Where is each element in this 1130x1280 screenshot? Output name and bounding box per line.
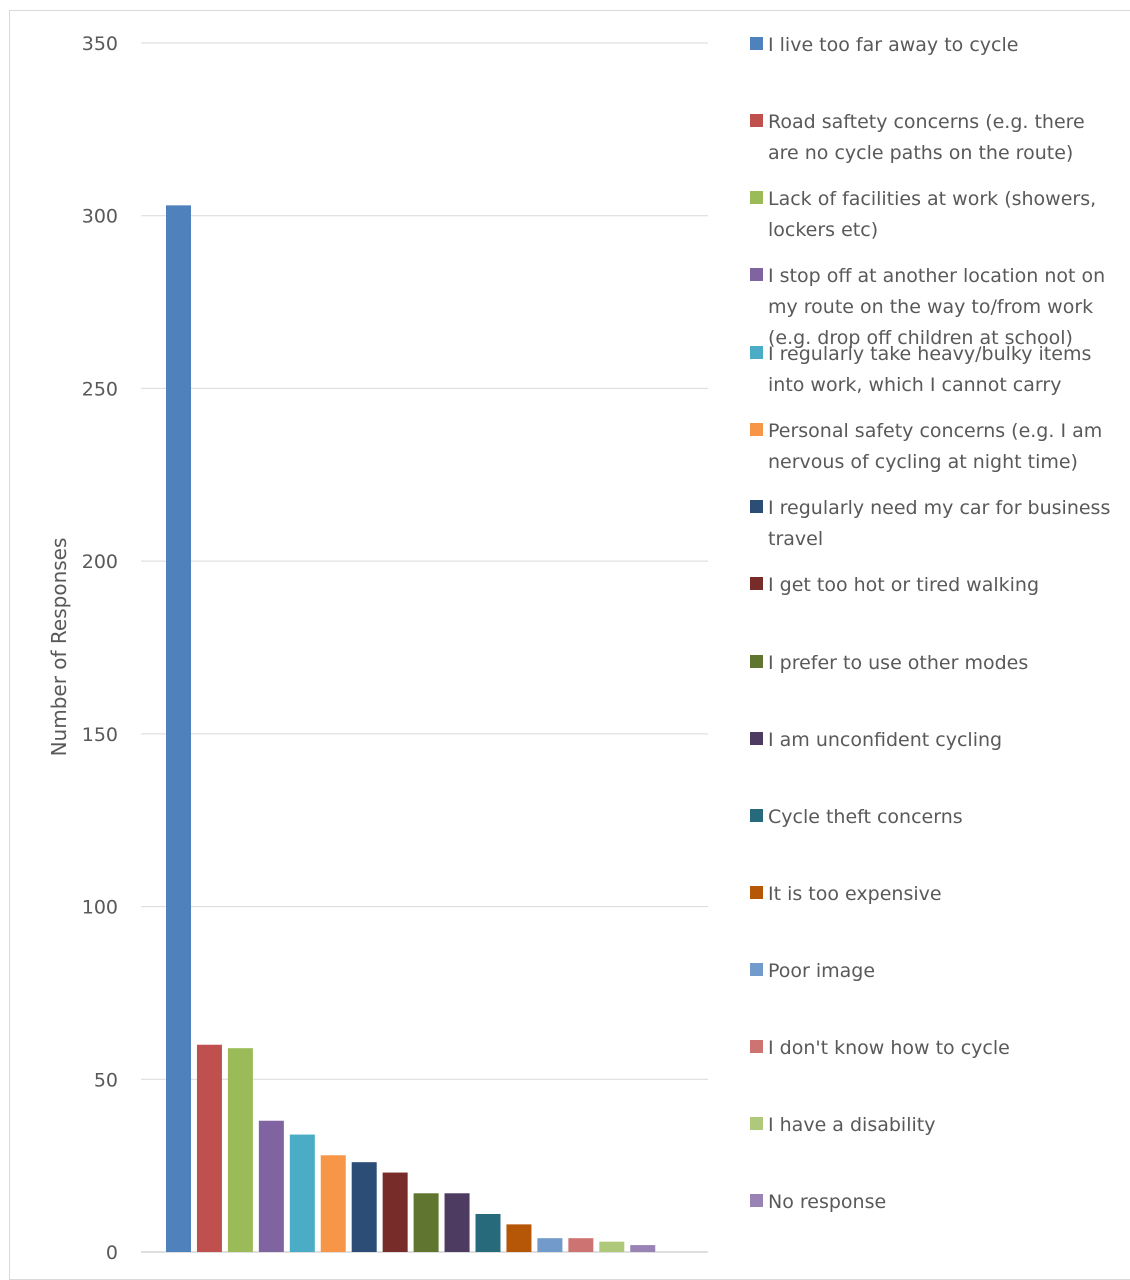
legend-label: I get too hot or tired walking (768, 574, 1040, 596)
y-tick-label: 200 (82, 551, 118, 573)
y-tick-label: 150 (82, 724, 118, 746)
legend-swatch (750, 191, 763, 204)
legend-label: I prefer to use other modes (768, 652, 1029, 674)
y-tick-label: 300 (82, 206, 118, 228)
legend-swatch (750, 577, 763, 590)
legend-item: I live too far away to cycle (748, 30, 1118, 61)
legend-label: Cycle theft concerns (768, 806, 963, 828)
legend-swatch (750, 423, 763, 436)
legend-swatch (750, 1194, 763, 1207)
y-tick-label: 100 (82, 897, 118, 919)
legend-item: I get too hot or tired walking (748, 570, 1118, 601)
legend-item: I am unconfident cycling (748, 725, 1118, 756)
legend-swatch (750, 114, 763, 127)
bar-15 (599, 1241, 625, 1252)
legend: I live too far away to cycle Road saftety… (748, 0, 1128, 1273)
legend-item: I stop off at another location not on my… (748, 261, 1118, 354)
legend-swatch (750, 1117, 763, 1130)
y-tick-label: 250 (82, 378, 118, 400)
legend-item: I regularly need my car for business tra… (748, 493, 1118, 555)
bar-16 (630, 1245, 656, 1252)
y-axis-label: Number of Responses (47, 538, 71, 757)
legend-swatch (750, 886, 763, 899)
legend-swatch (750, 37, 763, 50)
legend-item: No response (748, 1187, 1118, 1218)
legend-swatch (750, 655, 763, 668)
legend-label: I regularly take heavy/bulky items into … (768, 343, 1092, 396)
gridlines (141, 42, 708, 1253)
bar-2 (196, 1044, 222, 1252)
legend-item: It is too expensive (748, 879, 1118, 910)
legend-label: Poor image (768, 960, 876, 982)
legend-item: Cycle theft concerns (748, 802, 1118, 833)
bar-1 (166, 205, 191, 1253)
chart-frame (9, 10, 1130, 1280)
legend-label: Lack of facilities at work (showers, loc… (768, 188, 1097, 241)
bars (166, 205, 656, 1253)
legend-swatch (750, 963, 763, 976)
y-tick-label: 50 (94, 1069, 118, 1091)
legend-label: Personal safety concerns (e.g. I am nerv… (768, 420, 1103, 473)
legend-swatch (750, 732, 763, 745)
bar-12 (506, 1224, 532, 1252)
y-axis-ticks: 0 50 100 150 200 250 300 350 (82, 33, 118, 1264)
bar-3 (227, 1048, 253, 1252)
legend-label: I live too far away to cycle (768, 34, 1019, 56)
bar-10 (444, 1193, 470, 1252)
legend-label: I regularly need my car for business tra… (768, 497, 1111, 550)
legend-item: I have a disability (748, 1110, 1118, 1141)
legend-swatch (750, 500, 763, 513)
bar-4 (258, 1120, 284, 1252)
legend-label: I don't know how to cycle (768, 1037, 1010, 1059)
legend-label: Road saftety concerns (e.g. there are no… (768, 111, 1085, 164)
legend-label: No response (768, 1191, 887, 1213)
legend-item: Personal safety concerns (e.g. I am nerv… (748, 416, 1118, 478)
bar-13 (537, 1238, 563, 1252)
legend-item: Road saftety concerns (e.g. there are no… (748, 107, 1118, 169)
legend-label: It is too expensive (768, 883, 942, 905)
bar-9 (413, 1193, 439, 1252)
legend-item: Lack of facilities at work (showers, loc… (748, 184, 1118, 246)
legend-item: I regularly take heavy/bulky items into … (748, 339, 1118, 401)
legend-swatch (750, 346, 763, 359)
legend-label: I have a disability (768, 1114, 936, 1136)
legend-label: I am unconfident cycling (768, 729, 1003, 751)
y-tick-label: 0 (106, 1242, 118, 1264)
legend-swatch (750, 268, 763, 281)
bar-7 (351, 1162, 377, 1252)
legend-item: Poor image (748, 956, 1118, 987)
legend-item: I prefer to use other modes (748, 648, 1118, 679)
y-tick-label: 350 (82, 33, 118, 55)
legend-swatch (750, 809, 763, 822)
bar-14 (568, 1238, 594, 1252)
legend-swatch (750, 1040, 763, 1053)
bar-5 (289, 1134, 315, 1252)
bar-6 (320, 1155, 346, 1252)
legend-label: I stop off at another location not on my… (768, 265, 1106, 349)
bar-11 (475, 1214, 501, 1252)
legend-item: I don't know how to cycle (748, 1033, 1118, 1064)
bar-8 (382, 1172, 408, 1252)
